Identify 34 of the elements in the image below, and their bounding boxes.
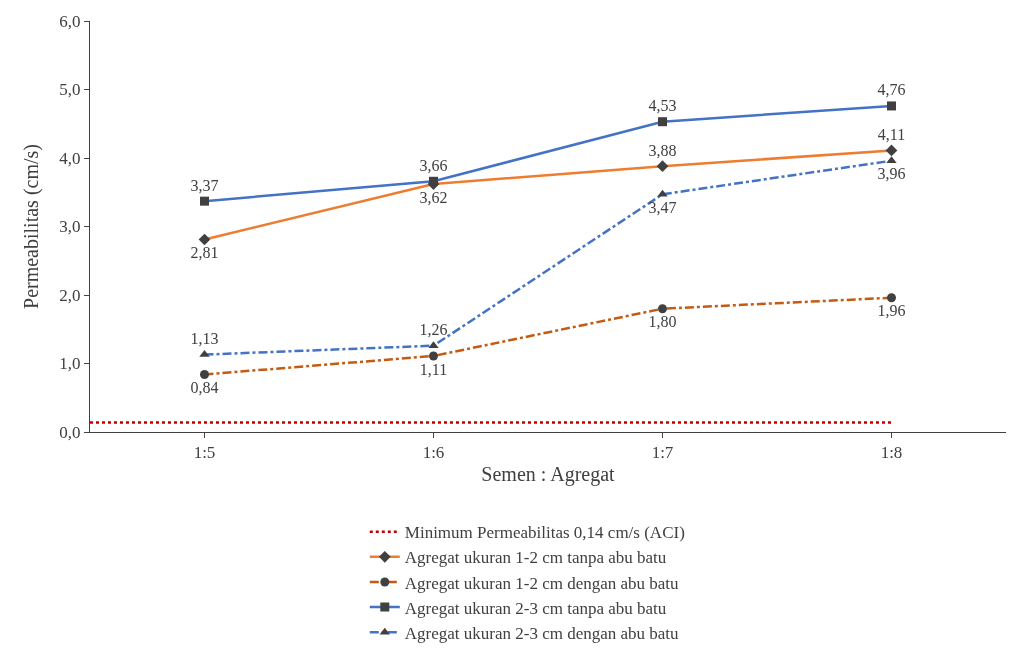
y-tick-label: 6,0 [59, 11, 81, 31]
data-label: 1,13 [190, 329, 219, 347]
data-label: 1,80 [648, 313, 677, 331]
data-label: 1,26 [419, 321, 448, 339]
data-label: 3,66 [419, 156, 448, 174]
data-label: 3,88 [648, 141, 677, 159]
legend-label: Agregat ukuran 1-2 cm tanpa abu batu [404, 548, 667, 568]
data-label: 3,47 [648, 198, 677, 216]
data-label: 0,84 [190, 379, 219, 397]
legend-label: Minimum Permeabilitas 0,14 cm/s (ACI) [404, 523, 685, 543]
x-tick-label: 1:7 [651, 443, 674, 463]
y-tick-label: 1,0 [59, 354, 81, 374]
legend-label: Agregat ukuran 2-3 cm dengan abu batu [404, 623, 680, 643]
x-tick-label: 1:6 [422, 443, 445, 463]
data-label: 4,53 [648, 97, 677, 115]
data-label: 2,81 [190, 244, 219, 262]
legend-label: Agregat ukuran 1-2 cm dengan abu batu [404, 573, 680, 593]
y-tick-label: 5,0 [59, 80, 81, 100]
data-label: 3,62 [419, 188, 448, 206]
y-tick-label: 4,0 [59, 148, 81, 168]
data-label: 3,96 [877, 165, 906, 183]
x-tick-label: 1:5 [193, 443, 216, 463]
x-axis-title: Semen : Agregat [481, 462, 616, 486]
data-label: 1,96 [877, 302, 906, 320]
data-label: 1,11 [419, 360, 448, 378]
x-tick-label: 1:8 [880, 443, 903, 463]
y-tick-label: 2,0 [59, 285, 81, 305]
y-axis-title: Permeabilitas (cm/s) [19, 144, 43, 309]
y-tick-label: 0,0 [59, 422, 81, 442]
data-label: 4,11 [877, 125, 906, 143]
y-tick-label: 3,0 [59, 217, 81, 237]
legend-label: Agregat ukuran 2-3 cm tanpa abu batu [404, 598, 667, 618]
data-label: 3,37 [190, 176, 219, 194]
data-label: 4,76 [877, 81, 906, 99]
